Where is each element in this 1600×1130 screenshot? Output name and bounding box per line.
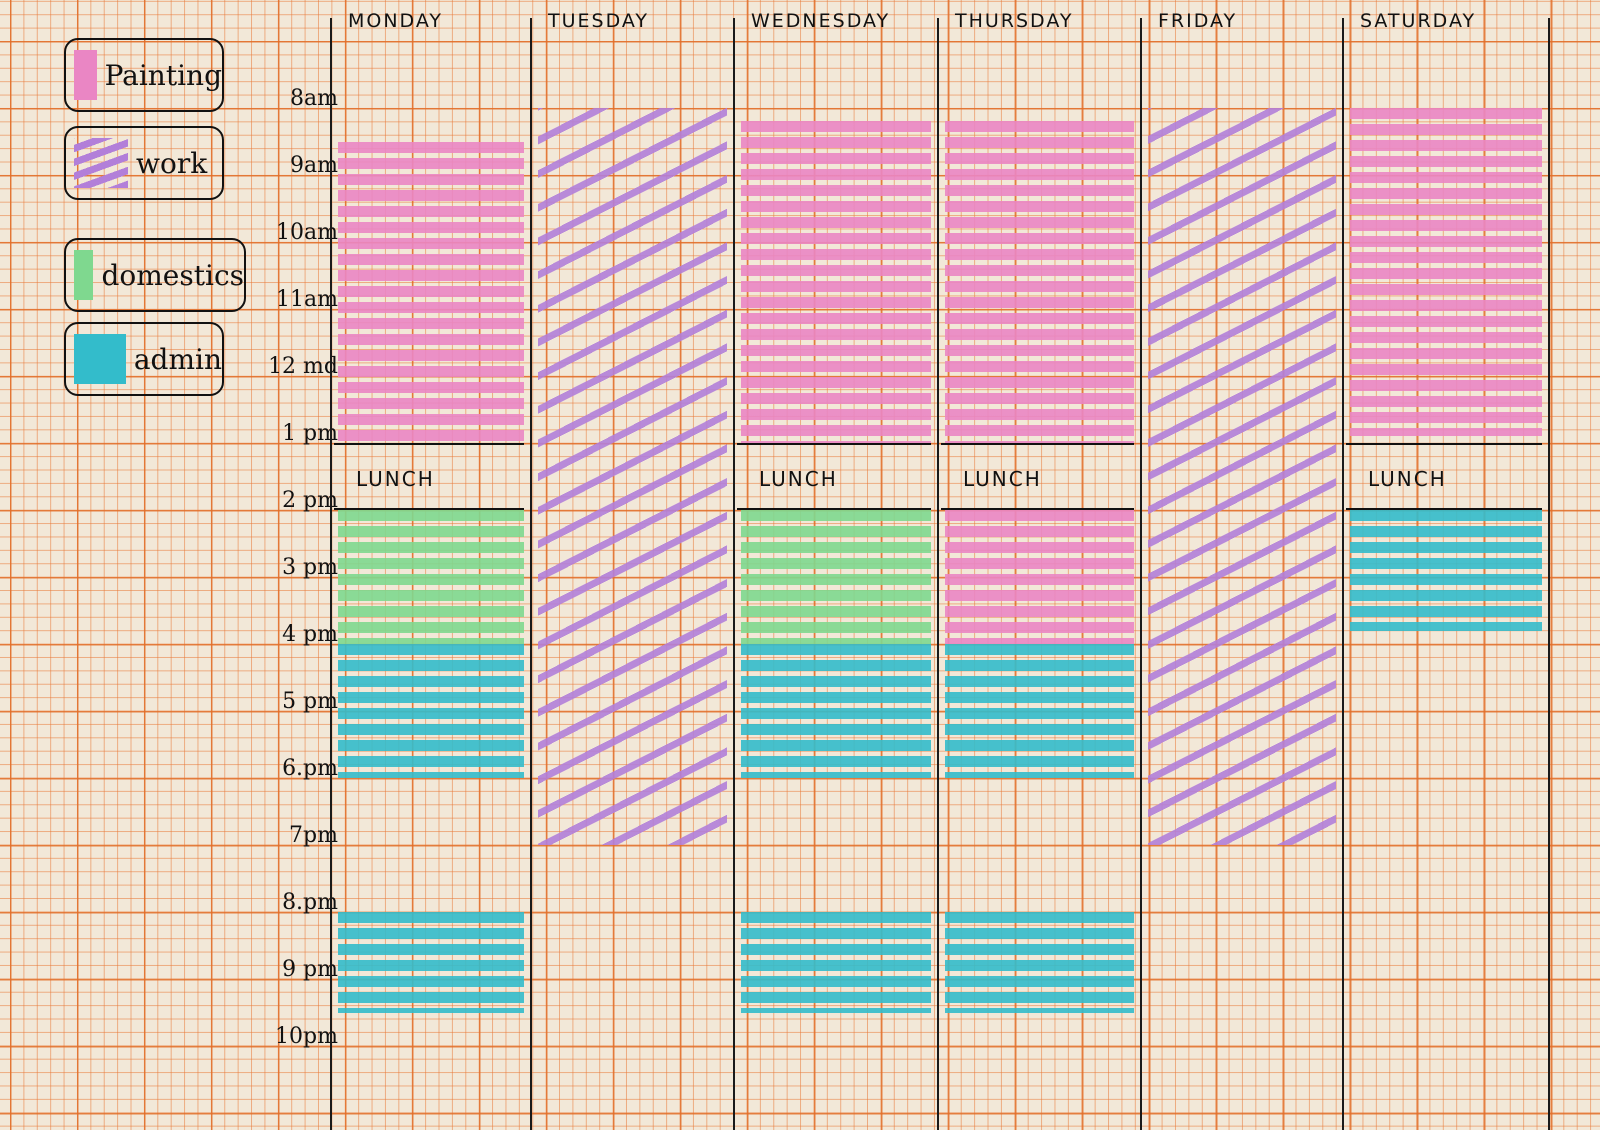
column-line — [530, 18, 532, 1130]
day-header: FRIDAY — [1158, 10, 1238, 32]
time-label: 6.pm — [282, 756, 338, 781]
column-line — [1140, 18, 1142, 1130]
admin-block — [338, 644, 524, 778]
work-block — [538, 108, 727, 845]
lunch-block: LUNCH — [941, 443, 1134, 510]
legend-item-work: work — [64, 126, 224, 200]
time-label: 12 md — [268, 354, 338, 379]
legend-label: Painting — [104, 58, 222, 92]
day-header: SATURDAY — [1360, 10, 1477, 32]
time-label: 5 pm — [282, 689, 338, 714]
painting-block — [945, 510, 1134, 644]
column-line — [1548, 18, 1550, 1130]
time-label: 3 pm — [282, 555, 338, 580]
column-line — [1342, 18, 1344, 1130]
time-label: 2 pm — [282, 488, 338, 513]
legend-item-admin: admin — [64, 322, 224, 396]
time-label: 11am — [276, 287, 338, 312]
lunch-block: LUNCH — [737, 443, 931, 510]
legend-item-painting: Painting — [64, 38, 224, 112]
time-label: 10am — [276, 220, 338, 245]
legend-label: admin — [133, 342, 222, 376]
admin-block — [338, 912, 524, 1013]
time-label: 7pm — [289, 823, 338, 848]
lunch-block: LUNCH — [334, 443, 524, 510]
domestics-block — [338, 510, 524, 644]
painting-block — [741, 121, 931, 443]
painting-block — [945, 121, 1134, 443]
painting-block — [1350, 108, 1542, 437]
time-label: 10pm — [275, 1024, 338, 1049]
column-line — [937, 18, 939, 1130]
painting-swatch — [74, 50, 97, 100]
domestics-block — [741, 510, 931, 644]
time-label: 1 pm — [282, 421, 338, 446]
painting-block — [338, 141, 524, 443]
work-swatch — [74, 138, 128, 188]
admin-block — [945, 912, 1134, 1013]
column-line — [733, 18, 735, 1130]
legend-label: work — [136, 146, 208, 180]
admin-swatch — [74, 334, 126, 384]
admin-block — [945, 644, 1134, 778]
admin-block — [741, 912, 931, 1013]
lunch-block: LUNCH — [1346, 443, 1542, 510]
admin-block — [741, 644, 931, 778]
legend-item-domestics: domestics — [64, 238, 246, 312]
time-label: 8.pm — [282, 890, 338, 915]
day-header: WEDNESDAY — [751, 10, 891, 32]
time-label: 9 pm — [282, 957, 338, 982]
day-header: MONDAY — [348, 10, 443, 32]
admin-block — [1350, 510, 1542, 631]
time-label: 9am — [290, 153, 338, 178]
column-line — [330, 18, 332, 1130]
work-block — [1148, 108, 1336, 845]
legend-label: domestics — [101, 258, 244, 292]
time-label: 4 pm — [282, 622, 338, 647]
time-label: 8am — [290, 86, 338, 111]
day-header: TUESDAY — [548, 10, 650, 32]
day-header: THURSDAY — [955, 10, 1074, 32]
domestics-swatch — [74, 250, 94, 300]
